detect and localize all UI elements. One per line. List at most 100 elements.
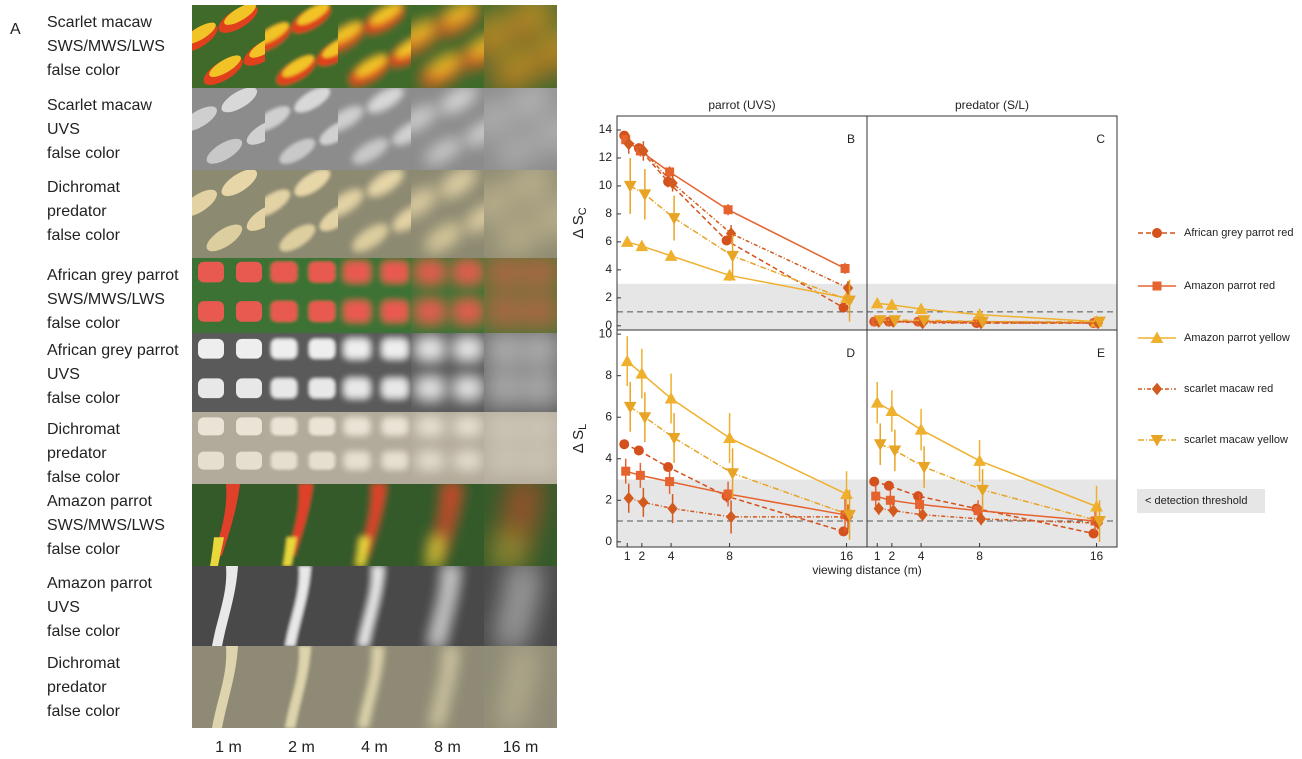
marker (1150, 435, 1164, 447)
marker (976, 316, 989, 329)
marker (623, 137, 634, 151)
marker (1151, 382, 1163, 396)
row-label-line: SWS/MWS/LWS (47, 517, 165, 534)
marker (883, 480, 894, 491)
row-label: Amazon parrot UVS false color (47, 575, 152, 640)
marker (869, 476, 880, 487)
marker (664, 249, 678, 261)
marker (620, 354, 634, 367)
marker (635, 239, 649, 252)
series-line (628, 143, 849, 289)
marker (873, 502, 884, 515)
marker (663, 462, 674, 473)
marker (885, 404, 899, 416)
panel-label: E (1097, 346, 1105, 360)
marker (621, 466, 631, 476)
row-label-line: false color (47, 315, 121, 332)
y-axis-label-main: Δ S (570, 215, 587, 238)
row-label-line: UVS (47, 366, 80, 383)
row-label-line: predator (47, 203, 107, 220)
marker (917, 462, 931, 474)
x-tick-label: 2 (639, 549, 646, 563)
image-grid: Scarlet macaw SWS/MWS/LWS false color Scarl… (47, 5, 557, 756)
column-label: 4 m (361, 739, 388, 756)
y-axis-label: Δ SC (570, 207, 589, 238)
marker (838, 302, 849, 313)
y-tick-label: 4 (605, 262, 612, 276)
series-line (623, 135, 844, 309)
legend-label: Amazon parrot yellow (1184, 332, 1290, 344)
row-label-line: UVS (47, 121, 80, 138)
row-label-line: African grey parrot (47, 267, 179, 284)
y-tick-label: 0 (605, 318, 612, 332)
row-label-line: Scarlet macaw (47, 14, 152, 31)
marker (1088, 528, 1099, 539)
series-line (878, 507, 1099, 524)
row-label-line: Dichromat (47, 179, 120, 196)
marker (840, 263, 850, 273)
legend-threshold-box (1137, 489, 1265, 513)
y-tick-label: 4 (605, 451, 612, 465)
marker (667, 432, 681, 445)
column-label: 1 m (215, 739, 242, 756)
row-label: African grey parrot UVS false color (47, 342, 179, 407)
y-tick-label: 2 (605, 290, 612, 304)
row-label-line: Scarlet macaw (47, 97, 152, 114)
row-label-line: predator (47, 445, 107, 462)
marker (623, 180, 637, 193)
marker (665, 167, 675, 177)
marker (723, 489, 733, 499)
row-label-line: Dichromat (47, 421, 120, 438)
series-line (625, 139, 846, 270)
marker (667, 176, 678, 190)
y-tick-label: 6 (605, 409, 612, 423)
marker (667, 502, 678, 515)
y-axis-label-sub: C (577, 207, 589, 215)
panel-label: C (1096, 132, 1105, 146)
row-label-line: false color (47, 623, 121, 640)
row-label: African grey parrot SWS/MWS/LWS false colo… (47, 267, 179, 332)
marker (1152, 281, 1162, 291)
marker (888, 504, 899, 517)
panel-label: D (846, 346, 855, 360)
marker (723, 205, 733, 215)
row-label: Scarlet macaw SWS/MWS/LWS false color (47, 14, 165, 79)
marker (635, 470, 645, 480)
y-tick-label: 2 (605, 492, 612, 506)
marker (976, 484, 989, 497)
marker (914, 302, 928, 315)
marker (870, 396, 884, 408)
x-tick-label: 16 (840, 549, 854, 563)
x-axis-label: viewing distance (m) (812, 563, 921, 577)
marker (667, 213, 681, 225)
marker (885, 495, 895, 505)
marker (638, 144, 649, 158)
threshold-band (617, 479, 867, 547)
row-label-line: false color (47, 469, 121, 486)
row-label-line: Dichromat (47, 655, 120, 672)
y-tick-label: 10 (599, 178, 613, 192)
row-label-line: African grey parrot (47, 342, 179, 359)
plot-frame (866, 329, 1118, 548)
row-label: Dichromat predator false color (47, 655, 121, 720)
marker (620, 235, 634, 247)
marker (664, 391, 678, 404)
row-label-line: UVS (47, 599, 80, 616)
marker (888, 315, 902, 327)
marker (917, 315, 931, 327)
marker (1150, 331, 1164, 343)
legend-label: Amazon parrot red (1184, 280, 1275, 292)
row-label-line: predator (47, 679, 107, 696)
x-tick-label: 16 (1090, 549, 1104, 563)
threshold-band (867, 479, 1117, 547)
marker (623, 491, 634, 505)
x-tick-label: 8 (976, 549, 983, 563)
marker (914, 423, 928, 435)
y-axis-label: Δ SL (570, 424, 589, 454)
row-label-line: SWS/MWS/LWS (47, 38, 165, 55)
marker (885, 298, 899, 310)
marker (638, 412, 652, 424)
marker (873, 439, 887, 451)
row-label-line: SWS/MWS/LWS (47, 291, 165, 308)
